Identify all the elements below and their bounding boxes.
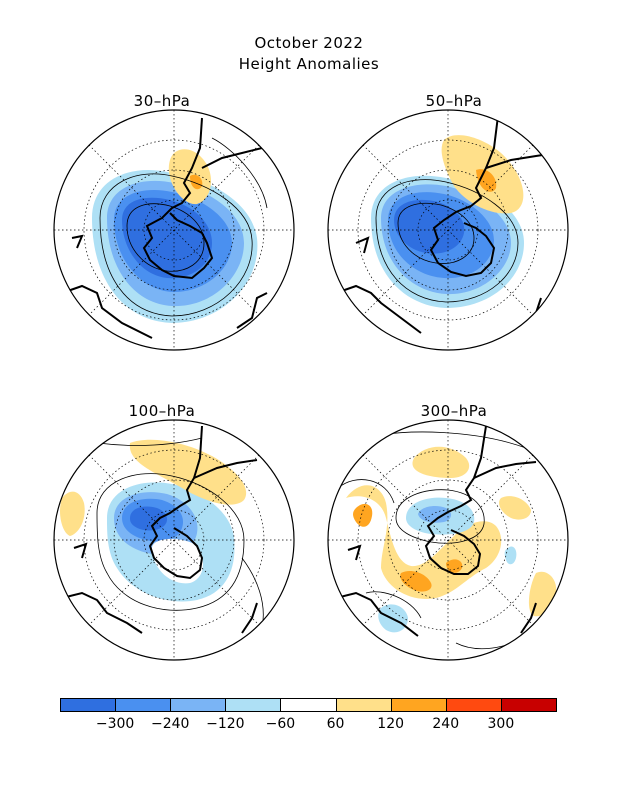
colorbar-bin — [390, 698, 447, 712]
positive-anomaly-region — [476, 169, 497, 192]
positive-anomaly-region — [59, 491, 85, 536]
positive-anomaly-region — [446, 559, 463, 573]
coastline — [61, 117, 268, 339]
positive-anomaly-region — [412, 446, 470, 478]
positive-anomaly-region — [129, 439, 247, 505]
colorbar-bin — [115, 698, 172, 712]
panel-title-30hpa: 30–hPa — [133, 92, 191, 110]
map-300hpa — [327, 419, 569, 661]
panel-title-50hpa: 50–hPa — [425, 92, 483, 110]
colorbar-tick-label: 300 — [487, 716, 515, 732]
neutral-region — [152, 538, 204, 584]
positive-anomaly-region — [168, 149, 212, 205]
negative-anomaly-region — [122, 197, 212, 279]
colorbar-tick-label: −60 — [265, 716, 296, 732]
map-100hpa — [53, 419, 295, 661]
colorbar-tick-label: −240 — [150, 716, 190, 732]
positive-anomaly-region — [353, 503, 373, 527]
colorbar-tick-label: 120 — [377, 716, 405, 732]
colorbar-bin — [170, 698, 227, 712]
colorbar-bin — [280, 698, 337, 712]
figure-title-line2: Height Anomalies — [238, 55, 380, 73]
coastline — [335, 425, 537, 637]
colorbar-bin — [500, 698, 557, 712]
map-50hpa — [327, 109, 569, 351]
colorbar-bin — [445, 698, 502, 712]
colorbar-bin — [335, 698, 392, 712]
map-30hpa — [53, 109, 295, 351]
negative-anomaly-region — [418, 506, 452, 523]
positive-anomaly-region — [400, 571, 432, 592]
negative-anomaly-region — [394, 199, 465, 254]
negative-anomaly-region — [130, 506, 168, 531]
colorbar-tick-label: 60 — [326, 716, 345, 732]
panel-title-300hpa: 300–hPa — [420, 402, 488, 420]
panel-title-100hpa: 100–hPa — [128, 402, 196, 420]
colorbar-tick-label: 240 — [432, 716, 460, 732]
figure-title-line1: October 2022 — [254, 34, 364, 52]
negative-anomaly-region — [504, 546, 517, 565]
colorbar-bin — [225, 698, 282, 712]
positive-anomaly-region — [346, 485, 502, 599]
colorbar-tick-label: −120 — [206, 716, 245, 732]
positive-anomaly-region — [190, 174, 203, 190]
positive-anomaly-region — [499, 496, 531, 520]
colorbar-tick-label: −300 — [95, 716, 135, 732]
colorbar — [60, 698, 557, 714]
coastline — [61, 425, 258, 634]
colorbar-bin — [60, 698, 117, 712]
